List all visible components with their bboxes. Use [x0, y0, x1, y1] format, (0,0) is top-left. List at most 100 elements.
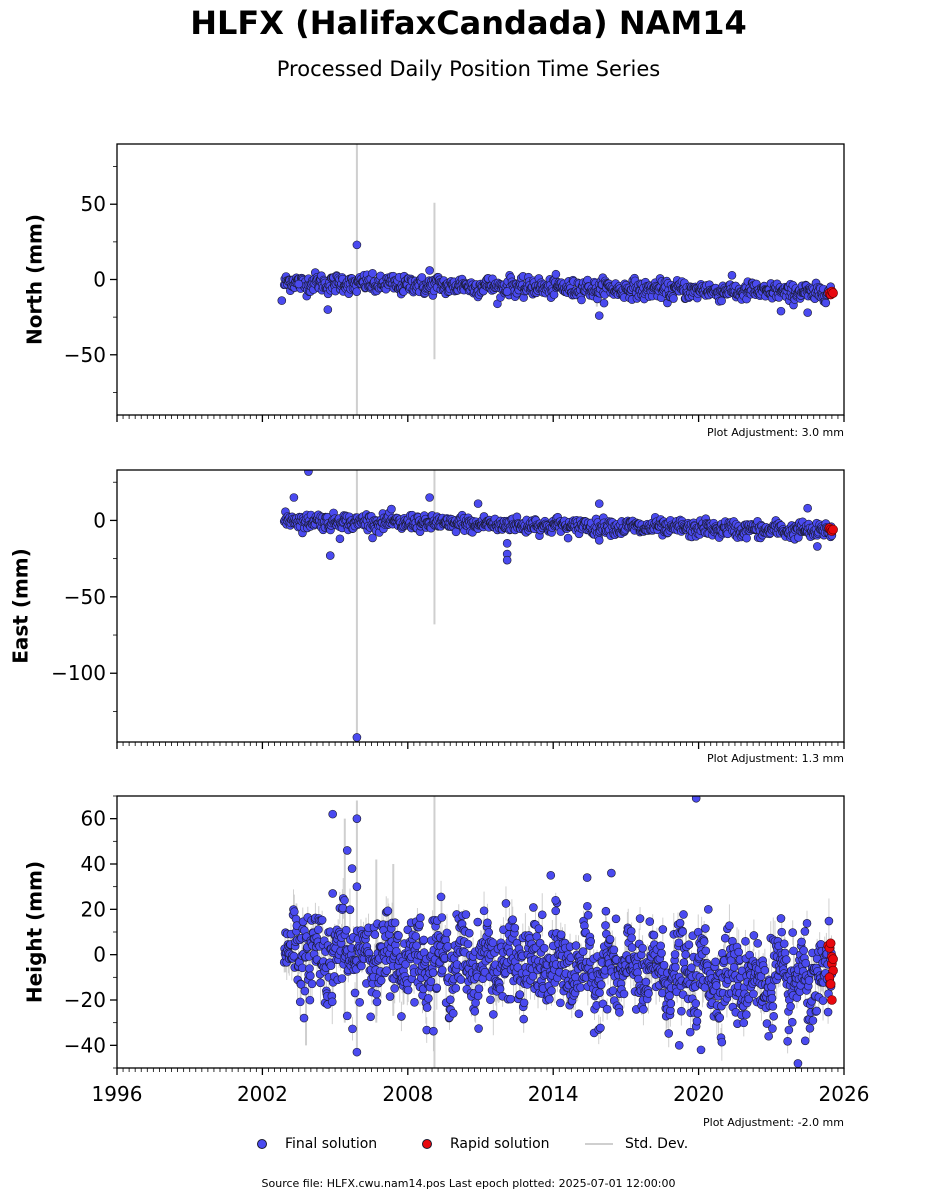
final-solution-point — [432, 983, 442, 993]
final-solution-point — [352, 733, 362, 742]
y-tick-label: 0 — [93, 943, 106, 967]
final-solution-point — [473, 991, 483, 1001]
y-tick-label: 60 — [81, 807, 106, 831]
final-solution-point — [372, 997, 382, 1007]
final-solution-point — [368, 269, 377, 278]
final-solution-point — [596, 1023, 605, 1033]
final-solution-point — [601, 906, 611, 916]
legend-std-label: Std. Dev. — [625, 1136, 689, 1152]
final-solution-point — [644, 989, 653, 998]
final-solution-point — [461, 910, 471, 919]
y-tick-label: −100 — [51, 661, 106, 685]
final-solution-point — [627, 943, 637, 952]
final-solution-point — [508, 915, 518, 925]
final-solution-point — [812, 1006, 822, 1016]
rapid-solution-point — [828, 524, 838, 535]
final-solution-point — [403, 985, 413, 995]
final-solution-point — [294, 279, 304, 289]
final-solution-point — [801, 958, 811, 968]
final-solution-point — [425, 493, 434, 502]
final-solution-point — [703, 905, 713, 914]
y-tick-label: −50 — [64, 585, 106, 609]
final-solution-point — [352, 287, 362, 296]
final-solution-point — [304, 470, 313, 476]
final-solution-point — [729, 962, 739, 972]
final-solution-point — [635, 914, 645, 923]
final-solution-point — [800, 927, 810, 936]
final-solution-point — [793, 1059, 803, 1068]
x-tick-label: 2026 — [819, 1082, 870, 1106]
final-solution-point — [401, 959, 410, 969]
page-subtitle: Processed Daily Position Time Series — [276, 57, 661, 81]
final-solution-point — [749, 989, 758, 999]
final-solution-point — [326, 961, 336, 970]
final-solution-point — [799, 946, 808, 955]
final-solution-point — [387, 504, 396, 514]
final-solution-point — [711, 957, 720, 967]
final-solution-point — [300, 986, 310, 996]
final-solution-point — [328, 889, 337, 898]
final-solution-point — [537, 910, 547, 920]
y-tick-label: −40 — [64, 1033, 106, 1057]
plot-adjustment-label: Plot Adjustment: 1.3 mm — [707, 752, 844, 765]
legend-final: Final solution — [257, 1136, 377, 1152]
y-tick-label: 50 — [81, 192, 106, 216]
x-tick-label: 1996 — [92, 1082, 143, 1106]
final-solution-point — [323, 305, 333, 314]
plot-adjustment-label: Plot Adjustment: 3.0 mm — [707, 426, 844, 439]
final-solution-point — [779, 939, 789, 949]
final-solution-point — [717, 1037, 727, 1047]
final-solution-point — [583, 910, 593, 920]
final-solution-point — [347, 864, 357, 873]
final-solution-point — [684, 940, 694, 950]
final-solution-point — [607, 868, 616, 878]
final-solution-point — [277, 296, 287, 305]
final-solution-point — [679, 910, 688, 919]
final-solution-point — [495, 984, 505, 994]
plot-frame — [116, 469, 845, 743]
final-solution-point — [712, 981, 721, 990]
final-solution-point — [656, 941, 666, 951]
plot-adjustment-label: Plot Adjustment: -2.0 mm — [703, 1116, 844, 1129]
final-solution-point — [515, 990, 525, 999]
final-solution-point — [342, 846, 352, 855]
x-tick-label: 2008 — [382, 1082, 433, 1106]
final-solution-point — [741, 1010, 751, 1019]
plot-frame — [116, 143, 845, 416]
final-solution-point — [578, 947, 588, 956]
final-solution-point — [594, 535, 604, 545]
x-tick-label: 2014 — [528, 1082, 579, 1106]
final-solution-point — [666, 999, 676, 1008]
plot-area — [277, 144, 838, 415]
plot-area — [279, 796, 838, 1068]
final-solution-point — [674, 938, 684, 948]
final-solution-marker-icon — [257, 1139, 267, 1149]
y-tick-label: 0 — [93, 268, 106, 292]
final-solution-point — [463, 939, 473, 949]
final-solution-point — [390, 984, 399, 993]
final-solution-point — [456, 975, 466, 984]
final-solution-point — [416, 913, 425, 923]
rapid-solution-point — [828, 288, 838, 298]
plot-area — [279, 470, 838, 742]
final-solution-point — [411, 931, 421, 941]
final-solution-point — [670, 950, 680, 959]
final-solution-point — [290, 907, 299, 917]
final-solution-point — [645, 917, 655, 926]
final-solution-point — [639, 1005, 648, 1014]
final-solution-point — [352, 814, 362, 823]
final-solution-point — [595, 988, 604, 997]
final-solution-point — [734, 947, 744, 957]
final-solution-point — [443, 942, 453, 951]
final-solution-point — [340, 896, 349, 905]
final-solution-point — [510, 923, 520, 933]
final-solution-point — [665, 991, 674, 1001]
final-solution-point — [803, 308, 812, 317]
final-solution-point — [813, 542, 822, 551]
final-solution-point — [298, 963, 307, 973]
final-solution-point — [425, 266, 434, 275]
rapid-solution-point — [825, 938, 836, 949]
final-solution-point — [448, 1009, 458, 1018]
final-solution-point — [802, 919, 812, 928]
